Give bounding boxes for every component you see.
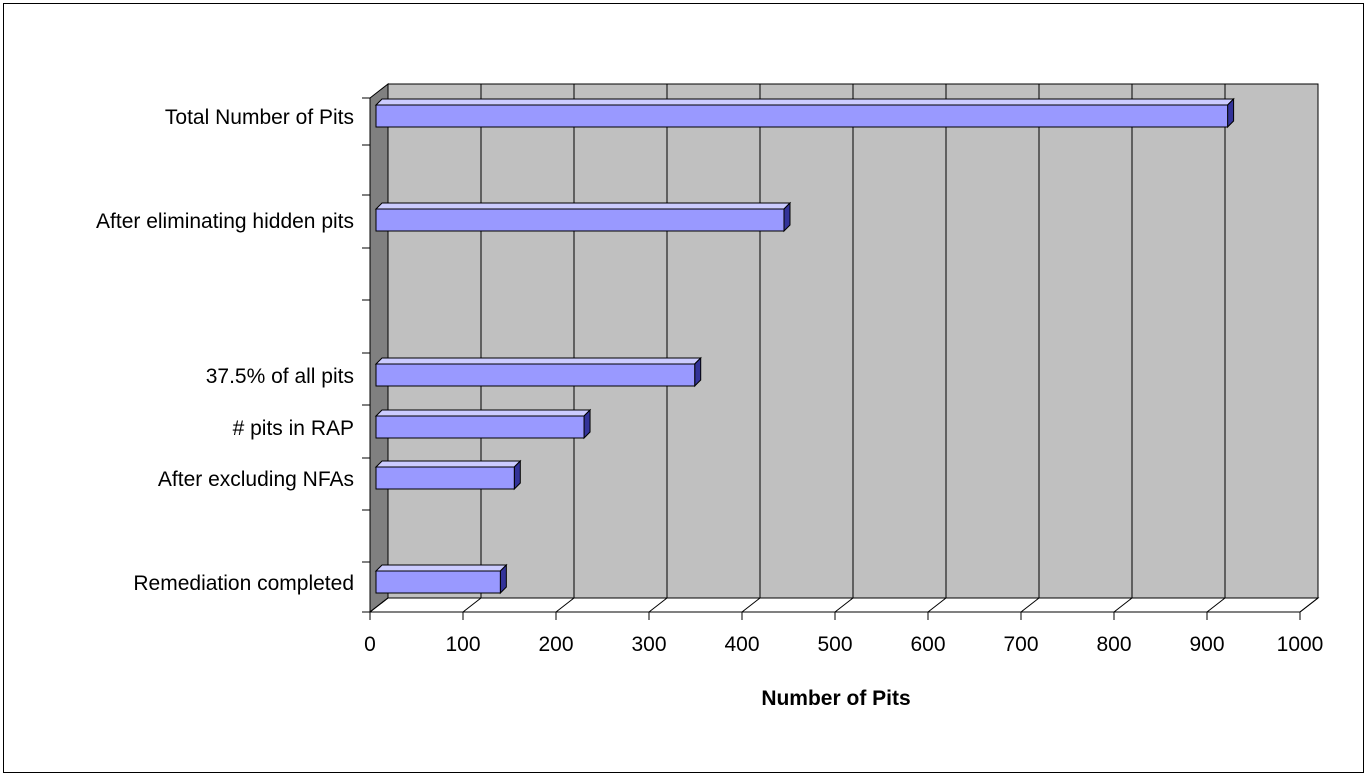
x-tick-label: 1000	[1277, 633, 1324, 656]
bar-top-face	[374, 98, 1235, 106]
bar-front-face	[375, 570, 501, 594]
bar	[374, 408, 592, 440]
x-tick-label: 700	[1003, 633, 1038, 656]
floor-gridline	[462, 597, 482, 613]
bar-front-face	[375, 415, 585, 439]
category-label: # pits in RAP	[233, 417, 354, 440]
bar-front-face	[375, 363, 696, 387]
plot-walls	[368, 82, 1320, 614]
bar	[374, 563, 508, 595]
bar	[374, 356, 702, 388]
x-tick-label: 900	[1189, 633, 1224, 656]
floor-gridline	[741, 597, 761, 613]
floor-gridline	[834, 597, 854, 613]
bar-top-face	[374, 202, 792, 210]
category-label: 37.5% of all pits	[206, 365, 354, 388]
bar-top-face	[374, 460, 522, 468]
category-label: Remediation completed	[133, 572, 354, 595]
x-axis-ticks: 0 100 200 300 400 500 600 700 800 900 1000	[364, 612, 1323, 656]
floor-gridline	[1113, 597, 1133, 613]
bar-front-face	[375, 466, 515, 490]
floor-gridline	[927, 597, 947, 613]
floor-gridline	[555, 597, 575, 613]
floor-gridline	[648, 597, 668, 613]
floor-gridline	[1206, 597, 1226, 613]
x-tick-label: 500	[817, 633, 852, 656]
bars	[374, 97, 1235, 595]
bar	[374, 459, 522, 491]
x-tick-label: 0	[364, 633, 376, 656]
x-tick-label: 400	[724, 633, 759, 656]
x-tick-label: 600	[910, 633, 945, 656]
x-axis-title: Number of Pits	[761, 687, 910, 710]
bar	[374, 97, 1235, 129]
bar-top-face	[374, 409, 592, 417]
x-tick-label: 800	[1096, 633, 1131, 656]
x-tick-label: 300	[631, 633, 666, 656]
floor-gridline	[1299, 597, 1319, 613]
category-tick-marks	[362, 97, 370, 613]
category-label: After eliminating hidden pits	[96, 210, 354, 233]
bar-top-face	[374, 564, 508, 572]
bar	[374, 201, 792, 233]
x-tick-label: 200	[538, 633, 573, 656]
bar-front-face	[375, 104, 1229, 128]
category-label: After excluding NFAs	[158, 468, 354, 491]
category-label: Total Number of Pits	[165, 106, 354, 129]
x-tick-label: 100	[445, 633, 480, 656]
category-labels: Total Number of Pits After eliminating hi…	[96, 106, 354, 595]
gridlines	[369, 84, 1319, 613]
bar-front-face	[375, 208, 785, 232]
floor-gridline	[1020, 597, 1040, 613]
side-wall	[369, 82, 389, 614]
floor-gridline	[369, 597, 389, 613]
bar-top-face	[374, 357, 702, 365]
